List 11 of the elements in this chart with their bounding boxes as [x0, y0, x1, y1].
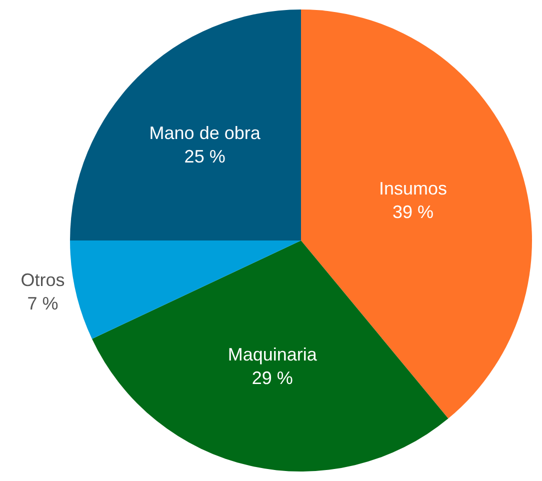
pie-slice [70, 10, 301, 240]
pie-slice [92, 240, 448, 472]
slice-label: Mano de obra [149, 123, 262, 144]
data-label: 39 % [392, 202, 434, 222]
pie-slice [70, 240, 301, 339]
data-label: 7 % [27, 294, 58, 314]
slice-label: Maquinaria [228, 344, 318, 365]
data-label: 25 % [184, 146, 226, 167]
slice-label: Insumos [378, 178, 447, 198]
slice-label: Otros [20, 270, 65, 290]
data-label: 29 % [252, 368, 293, 388]
